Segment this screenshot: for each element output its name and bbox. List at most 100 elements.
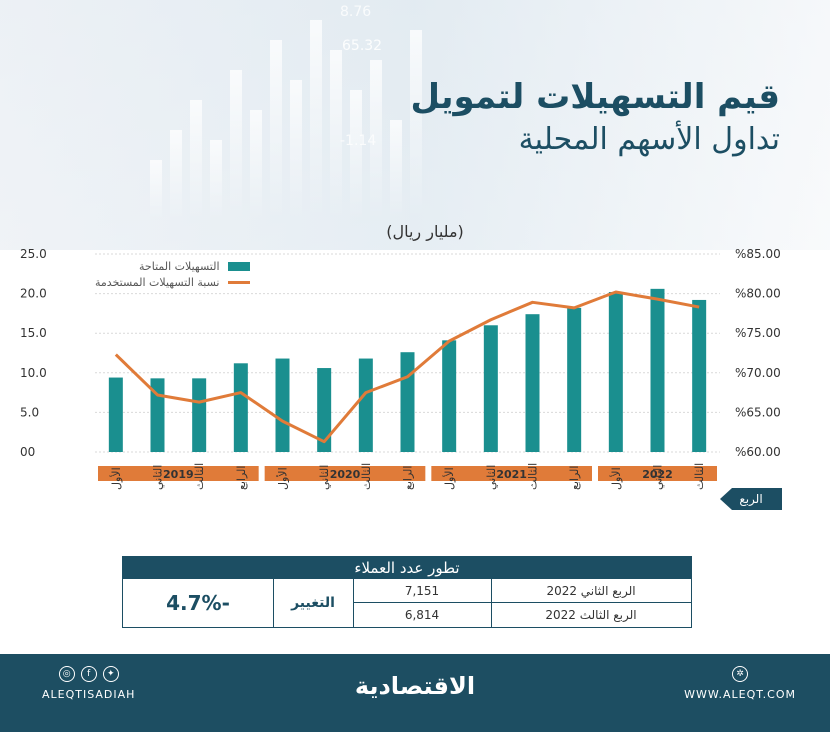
bar — [192, 378, 207, 452]
table-row-label: الربع الثالث 2022 — [545, 608, 637, 622]
quarter-label: الرابع — [402, 466, 415, 490]
bg-bar — [170, 130, 182, 220]
customers-table: تطور عدد العملاء الربع الثاني 2022 7,151… — [122, 556, 692, 628]
bar — [275, 358, 290, 452]
bg-bar — [330, 50, 342, 220]
bar — [358, 358, 373, 452]
bg-bar — [370, 60, 382, 220]
title-line-2: تداول الأسهم المحلية — [518, 122, 780, 157]
y-left-tick: 10.0 — [20, 366, 47, 380]
bar — [567, 307, 582, 452]
year-label: 2020 — [330, 468, 361, 481]
table-divider — [491, 579, 492, 627]
footer: ◎ f ✦ ALEQTISADIAH الاقتصادية ✲ WWW.ALEQ… — [0, 654, 830, 732]
change-value: -4.7% — [166, 591, 230, 615]
legend: التسهيلات المتاحة نسبة التسهيلات المستخد… — [95, 258, 250, 290]
table-divider — [353, 579, 354, 627]
quarter-label: الرابع — [235, 466, 248, 490]
bg-bar — [390, 120, 402, 220]
legend-swatch-line — [227, 280, 250, 284]
quarter-axis-badge: الربع — [720, 488, 782, 510]
bg-number: 8.76 — [340, 4, 371, 20]
y-right-tick: %75.00 — [735, 326, 781, 340]
chart-area: 00 5.0 10.0 15.0 20.0 25.0 %60.00 %65.00 %70.00%… — [20, 247, 781, 490]
y-left-tick: 25.0 — [20, 247, 47, 261]
title-line-1: قيم التسهيلات لتمويل — [410, 77, 780, 117]
quarter-label: الأول — [109, 467, 123, 490]
y-left-tick: 20.0 — [20, 287, 47, 301]
bar — [525, 314, 540, 452]
instagram-icon[interactable]: ◎ — [58, 666, 75, 682]
y-right-tick: %60.00 — [735, 445, 781, 459]
quarter-label: الثالث — [360, 463, 373, 490]
social-handle: ALEQTISADIAH — [42, 688, 136, 701]
bg-bar — [190, 100, 202, 220]
bg-number: -1.14 — [340, 133, 376, 149]
bar — [108, 377, 123, 452]
legend-item-line: نسبة التسهيلات المستخدمة — [95, 274, 250, 290]
bg-bar — [410, 30, 422, 220]
table-divider — [273, 579, 274, 627]
year-band — [598, 466, 717, 481]
chart-title: قيم التسهيلات لتمويل تداول الأسهم المحلي… — [410, 75, 780, 161]
legend-label-line: نسبة التسهيلات المستخدمة — [95, 275, 220, 289]
unit-label: (مليار ريال) — [386, 222, 464, 241]
legend-item-bars: التسهيلات المتاحة — [95, 258, 250, 274]
bar — [233, 363, 248, 452]
y-left-tick: 5.0 — [20, 405, 39, 419]
y-left-tick: 00 — [20, 445, 35, 459]
table-row-value: 6,814 — [404, 608, 440, 622]
year-label: 2021 — [496, 468, 527, 481]
y-right-tick: %65.00 — [735, 405, 781, 419]
table-divider — [353, 602, 691, 603]
bg-bar — [290, 80, 302, 220]
globe-icon: ✲ — [732, 666, 749, 682]
quarter-label: الثالث — [527, 463, 540, 490]
customers-table-title: تطور عدد العملاء — [123, 557, 691, 579]
bg-bar — [250, 110, 262, 220]
bg-bar — [150, 160, 162, 220]
table-row-label: الربع الثاني 2022 — [546, 584, 636, 598]
quarter-label: الثاني — [652, 465, 665, 490]
bg-bar — [310, 20, 322, 220]
year-band — [98, 466, 259, 481]
customers-table-body: الربع الثاني 2022 7,151 الربع الثالث 202… — [123, 579, 691, 627]
bar — [442, 340, 457, 452]
quarter-label: الأول — [609, 467, 623, 490]
quarter-label: الثاني — [485, 465, 498, 490]
y-right-tick: %70.00 — [735, 366, 781, 380]
bg-bar — [350, 90, 362, 220]
bg-number: 65.32 — [342, 38, 382, 54]
year-label: 2022 — [642, 468, 673, 481]
year-label: 2019 — [163, 468, 194, 481]
bg-bar — [230, 70, 242, 220]
bar — [317, 368, 332, 452]
background-decoration: 8.76 65.32 -1.14 — [0, 0, 830, 250]
year-band — [264, 466, 426, 481]
quarter-label: الثاني — [318, 465, 331, 490]
footer-social: ◎ f ✦ ALEQTISADIAH — [42, 666, 135, 701]
legend-label-bars: التسهيلات المتاحة — [139, 259, 220, 273]
twitter-icon[interactable]: ✦ — [102, 666, 119, 682]
quarter-label: الثالث — [193, 463, 206, 490]
quarter-label: الأول — [442, 467, 456, 490]
quarter-label: الأول — [276, 467, 290, 490]
footer-website: ✲ WWW.ALEQT.COM — [684, 666, 796, 701]
y-right-tick: %85.00 — [735, 247, 781, 261]
bg-bar — [270, 40, 282, 220]
bar — [400, 352, 415, 452]
quarter-label: الثالث — [693, 463, 706, 490]
bar — [692, 299, 707, 452]
bar — [608, 292, 623, 452]
website-link[interactable]: WWW.ALEQT.COM — [684, 688, 796, 701]
table-row-value: 7,151 — [404, 584, 440, 598]
bar — [483, 325, 498, 452]
change-label: التغيير — [291, 595, 335, 611]
quarter-label: الثاني — [152, 465, 165, 490]
bg-bar — [210, 140, 222, 220]
facebook-icon[interactable]: f — [80, 666, 97, 682]
brand-logo: الاقتصادية — [354, 672, 476, 700]
y-right-tick: %80.00 — [735, 287, 781, 301]
year-band — [431, 466, 592, 481]
quarter-label: الرابع — [568, 466, 581, 490]
